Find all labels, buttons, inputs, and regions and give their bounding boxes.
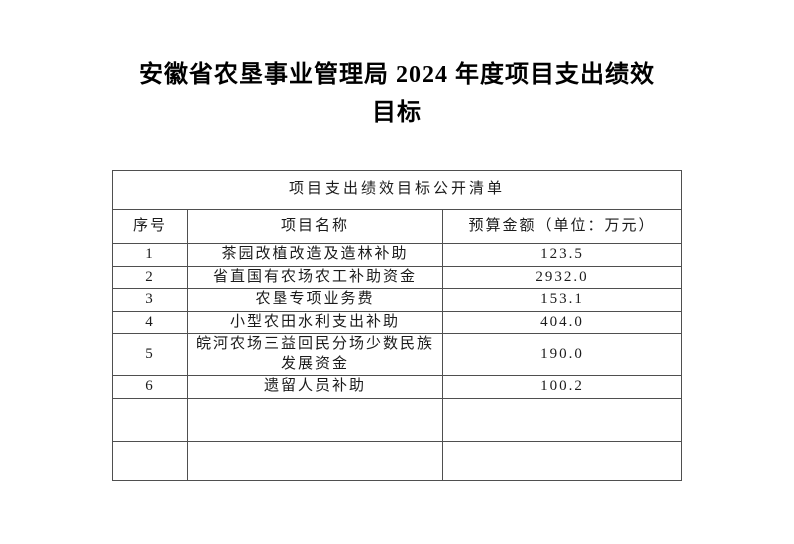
serial-cell: 6 <box>112 375 188 399</box>
amount-cell <box>442 440 682 481</box>
amount-cell: 153.1 <box>442 288 682 312</box>
column-header-serial: 序号 <box>112 209 188 244</box>
amount-cell: 100.2 <box>442 375 682 399</box>
table-row: 4 小型农田水利支出补助 404.0 <box>112 310 682 334</box>
project-name-cell: 农垦专项业务费 <box>187 288 443 312</box>
serial-cell: 5 <box>112 333 188 376</box>
project-name-cell <box>187 440 443 481</box>
project-name-cell: 皖河农场三益回民分场少数民族发展资金 <box>187 333 443 376</box>
serial-cell: 2 <box>112 265 188 289</box>
serial-cell <box>112 397 188 442</box>
page-title-line2: 目标 <box>372 100 422 126</box>
project-name-cell: 茶园改植改造及造林补助 <box>187 243 443 267</box>
table-row: 5 皖河农场三益回民分场少数民族发展资金 190.0 <box>112 333 682 376</box>
table-row-empty <box>112 440 682 481</box>
table-row: 3 农垦专项业务费 153.1 <box>112 288 682 312</box>
amount-cell <box>442 397 682 442</box>
serial-cell: 1 <box>112 243 188 267</box>
table-banner-title: 项目支出绩效目标公开清单 <box>112 170 682 210</box>
amount-cell: 190.0 <box>442 333 682 376</box>
table-row: 6 遗留人员补助 100.2 <box>112 375 682 399</box>
table-row-empty <box>112 397 682 442</box>
page-title-line1: 安徽省农垦事业管理局 2024 年度项目支出绩效 <box>139 62 655 88</box>
serial-cell: 4 <box>112 310 188 334</box>
amount-cell: 123.5 <box>442 243 682 267</box>
serial-cell <box>112 440 188 481</box>
table-header-row: 序号 项目名称 预算金额（单位：万元） <box>112 209 682 244</box>
page-title: 安徽省农垦事业管理局 2024 年度项目支出绩效 目标 <box>0 56 794 132</box>
table-banner-row: 项目支出绩效目标公开清单 <box>112 170 682 210</box>
column-header-project-name: 项目名称 <box>187 209 443 244</box>
project-name-cell: 省直国有农场农工补助资金 <box>187 265 443 289</box>
amount-cell: 2932.0 <box>442 265 682 289</box>
project-name-cell: 遗留人员补助 <box>187 375 443 399</box>
amount-cell: 404.0 <box>442 310 682 334</box>
project-name-cell: 小型农田水利支出补助 <box>187 310 443 334</box>
serial-cell: 3 <box>112 288 188 312</box>
performance-target-table: 项目支出绩效目标公开清单 序号 项目名称 预算金额（单位：万元） 1 茶园改植改… <box>112 170 682 481</box>
project-name-cell <box>187 397 443 442</box>
table-row: 1 茶园改植改造及造林补助 123.5 <box>112 243 682 267</box>
table-row: 2 省直国有农场农工补助资金 2932.0 <box>112 265 682 289</box>
column-header-budget-amount: 预算金额（单位：万元） <box>442 209 682 244</box>
